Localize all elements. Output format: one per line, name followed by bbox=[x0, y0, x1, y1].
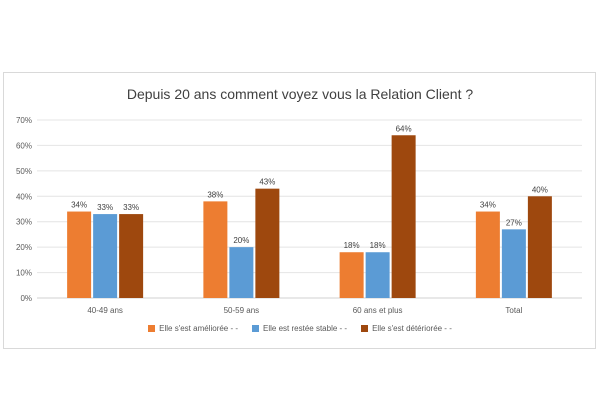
legend-swatch bbox=[252, 325, 260, 332]
data-label: 64% bbox=[396, 124, 412, 133]
y-tick-label: 60% bbox=[16, 141, 32, 150]
data-label: 40% bbox=[532, 185, 548, 194]
x-tick-label: Total bbox=[505, 306, 522, 315]
x-tick-label: 40-49 ans bbox=[87, 306, 123, 315]
data-label: 20% bbox=[233, 236, 249, 245]
bar bbox=[339, 252, 364, 298]
y-tick-label: 20% bbox=[16, 243, 32, 252]
data-label: 43% bbox=[259, 178, 275, 187]
bar bbox=[475, 211, 500, 298]
legend-label: Elle s'est améliorée - - bbox=[159, 324, 239, 333]
x-tick-label: 50-59 ans bbox=[224, 306, 260, 315]
y-tick-label: 10% bbox=[16, 269, 32, 278]
legend-item: Elle s'est détériorée - - bbox=[361, 324, 452, 333]
legend-label: Elle s'est détériorée - - bbox=[372, 324, 452, 333]
data-label: 38% bbox=[207, 190, 223, 199]
y-tick-label: 70% bbox=[16, 116, 32, 125]
data-label: 33% bbox=[123, 203, 139, 212]
data-label: 18% bbox=[370, 241, 386, 250]
legend-swatch bbox=[361, 325, 369, 332]
bar bbox=[67, 211, 92, 298]
data-label: 18% bbox=[344, 241, 360, 250]
x-tick-label: 60 ans et plus bbox=[353, 306, 403, 315]
bar bbox=[365, 252, 390, 298]
chart-legend: Elle s'est améliorée - - Elle est restée … bbox=[0, 324, 600, 333]
bar bbox=[527, 196, 552, 298]
data-label: 33% bbox=[97, 203, 113, 212]
bar bbox=[391, 135, 416, 298]
bar bbox=[255, 188, 280, 298]
y-tick-label: 30% bbox=[16, 218, 32, 227]
bar bbox=[203, 201, 228, 298]
y-tick-label: 40% bbox=[16, 192, 32, 201]
chart-frame bbox=[3, 72, 596, 349]
data-label: 34% bbox=[480, 201, 496, 210]
chart-title: Depuis 20 ans comment voyez vous la Rela… bbox=[126, 86, 474, 102]
bar bbox=[119, 214, 144, 298]
legend-item: Elle s'est améliorée - - bbox=[148, 324, 238, 333]
y-tick-label: 0% bbox=[20, 294, 32, 303]
bar bbox=[229, 247, 254, 298]
legend-swatch bbox=[148, 325, 156, 332]
legend-item: Elle est restée stable - - bbox=[252, 324, 347, 333]
bar bbox=[501, 229, 526, 298]
data-label: 27% bbox=[506, 218, 522, 227]
data-label: 34% bbox=[71, 201, 87, 210]
legend-label: Elle est restée stable - - bbox=[263, 324, 348, 333]
bar bbox=[93, 214, 118, 298]
y-tick-label: 50% bbox=[16, 167, 32, 176]
